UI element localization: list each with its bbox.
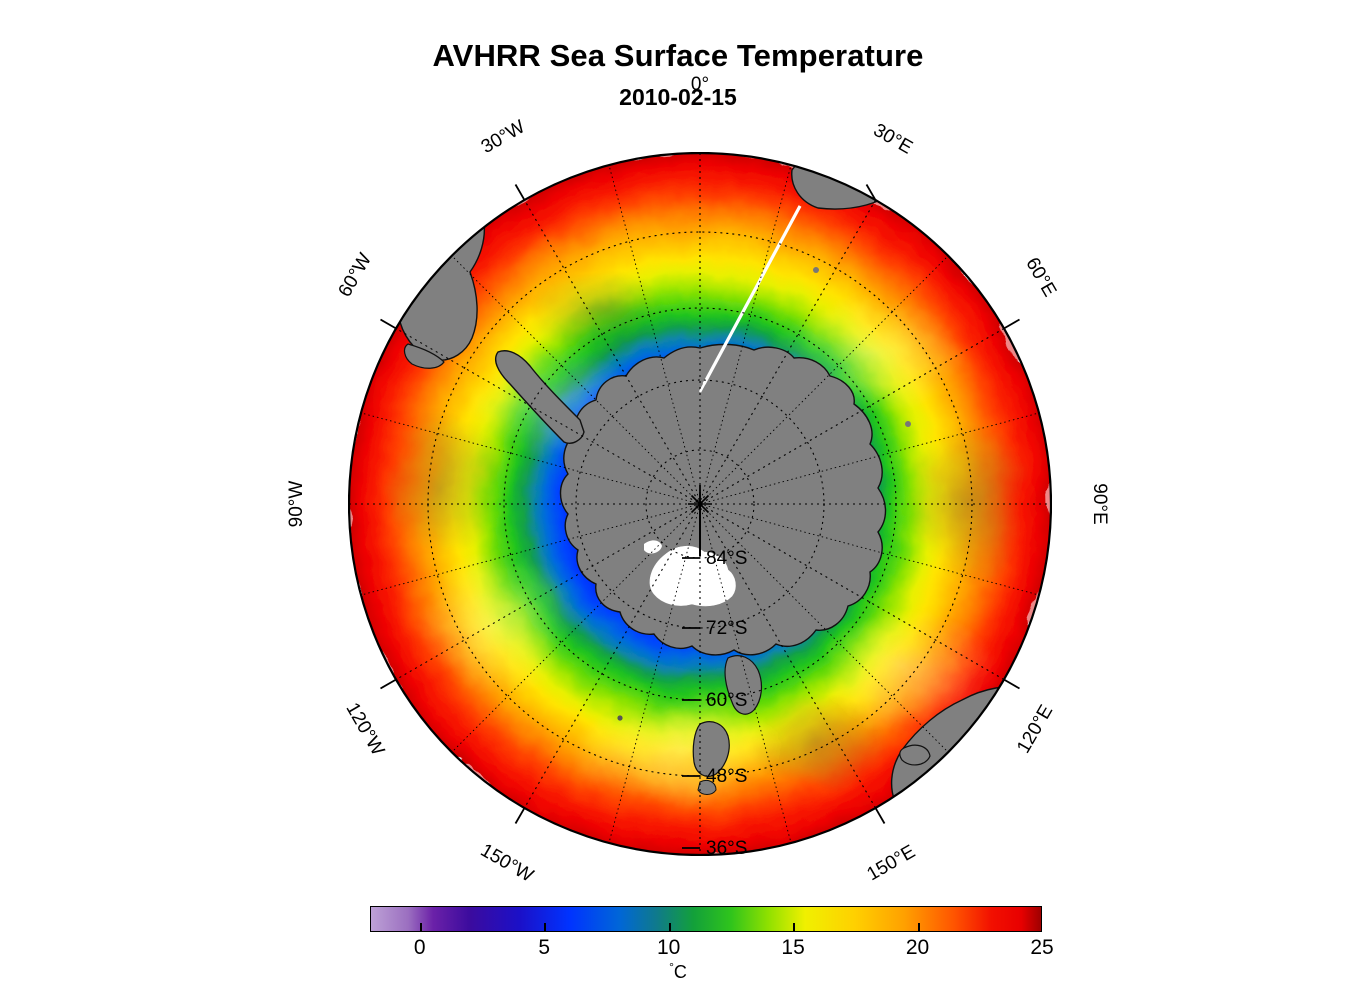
ice-shelf-nodata	[649, 545, 736, 607]
ice-shelf-islet	[644, 540, 662, 554]
sst-eddies	[388, 267, 1028, 807]
land-tasmania	[899, 744, 931, 766]
colorbar-tick-20	[917, 923, 920, 932]
land-stewart-island	[697, 779, 717, 795]
lon-label-30e: 30°E	[870, 120, 916, 159]
lat-label-36s: 36°S	[706, 838, 747, 856]
degree-symbol: °	[669, 960, 674, 974]
polar-map[interactable]: 84°S 72°S 60°S 48°S 36°S	[286, 74, 1110, 927]
lon-label-0: 0°	[691, 74, 709, 95]
lon-label-150e: 150°E	[863, 841, 919, 885]
colorbar-label-15: 15	[781, 936, 805, 959]
colorbar-ticks	[370, 906, 1042, 932]
island-dot-b	[905, 421, 911, 427]
lon-label-120w: 120°W	[341, 699, 388, 759]
lon-label-150w: 150°W	[477, 840, 537, 887]
lat-label-60s: 60°S	[706, 690, 747, 711]
celsius-letter: C	[673, 962, 687, 982]
island-dot-c	[813, 267, 819, 273]
land-new-zealand-north	[724, 655, 763, 715]
lon-tick-marks	[348, 184, 1052, 856]
lat-label-72s: 72°S	[706, 618, 747, 639]
lat-tick-marks	[682, 557, 700, 849]
colorbar-label-25: 25	[1030, 936, 1054, 959]
lon-label-120e: 120°E	[1013, 701, 1057, 757]
lat-label-84s: 84°S	[706, 548, 747, 569]
colorbar-tick-5	[544, 923, 547, 932]
lon-label-60e: 60°E	[1021, 254, 1060, 300]
lon-label-30w: 30°W	[478, 116, 529, 158]
lat-label-48s: 48°S	[706, 766, 747, 787]
colorbar-tick-labels: 0 5 10 15 20 25	[330, 936, 1082, 966]
lat-labels: 84°S 72°S 60°S 48°S 36°S	[706, 548, 747, 856]
colorbar-label-5: 5	[538, 936, 551, 959]
map-svg: 84°S 72°S 60°S 48°S 36°S	[348, 152, 1052, 856]
colorbar-tick-15	[793, 923, 796, 932]
land-new-zealand-south	[692, 721, 730, 777]
colorbar-unit-label: °C	[0, 960, 1356, 983]
colorbar[interactable]	[370, 906, 1042, 932]
colorbar-tick-0	[419, 923, 422, 932]
lon-label-90e: 90°E	[1089, 483, 1110, 524]
colorbar-gradient	[370, 906, 1042, 932]
colorbar-label-10: 10	[656, 936, 681, 959]
page-title: AVHRR Sea Surface Temperature	[432, 38, 924, 73]
data-gap-swath-lower	[698, 205, 802, 393]
colorbar-label-0: 0	[413, 936, 426, 959]
lon-label-60w: 60°W	[334, 250, 376, 301]
colorbar-tick-10	[668, 923, 671, 932]
lon-label-90w: 90°W	[286, 481, 307, 528]
island-dot-a	[617, 715, 623, 721]
land-tierra-del-fuego	[403, 343, 445, 369]
colorbar-label-20: 20	[905, 936, 930, 959]
land-antarctic-peninsula	[494, 350, 585, 444]
lon-label-layer: 0° 30°E 60°E 90°E 120°E 150°E 180°W 150°…	[286, 74, 1110, 927]
page-subtitle: 2010-02-15	[619, 84, 737, 110]
